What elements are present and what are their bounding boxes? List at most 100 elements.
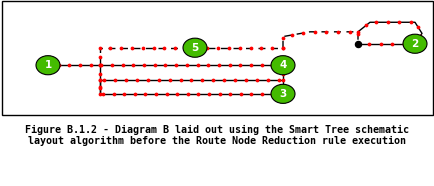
Point (322, 30, 329, 33)
Point (215, 64, 222, 67)
Point (279, 92, 286, 95)
Point (253, 78, 260, 81)
Point (226, 92, 233, 95)
Point (110, 92, 117, 95)
Point (182, 46, 189, 49)
Point (268, 46, 275, 49)
Point (411, 42, 418, 45)
Point (334, 30, 341, 33)
Point (279, 64, 286, 67)
Point (96, 86, 103, 89)
Point (354, 33, 361, 36)
Point (242, 78, 249, 81)
Point (108, 64, 115, 67)
Point (96, 78, 103, 81)
Point (231, 78, 238, 81)
Point (362, 24, 369, 27)
Point (99, 92, 106, 95)
Point (264, 78, 271, 81)
Point (96, 72, 103, 75)
Point (161, 46, 168, 49)
Point (139, 46, 146, 49)
Point (279, 37, 286, 40)
Text: 3: 3 (279, 89, 286, 99)
Point (365, 42, 372, 45)
Point (130, 64, 137, 67)
Point (416, 34, 423, 37)
Point (279, 85, 286, 88)
Circle shape (36, 56, 60, 75)
Point (311, 30, 318, 33)
Point (183, 64, 190, 67)
Point (166, 78, 173, 81)
Point (376, 42, 383, 45)
Point (177, 78, 184, 81)
Text: 5: 5 (191, 43, 198, 53)
Point (96, 64, 103, 67)
Point (388, 42, 395, 45)
Point (268, 92, 275, 95)
Point (171, 46, 178, 49)
Point (214, 46, 221, 49)
Point (100, 78, 107, 81)
Point (140, 64, 147, 67)
Point (395, 21, 402, 24)
Point (299, 31, 306, 34)
Point (194, 92, 201, 95)
Point (187, 78, 194, 81)
Text: 2: 2 (411, 39, 418, 49)
Point (236, 46, 243, 49)
Text: 1: 1 (44, 60, 52, 70)
Point (150, 46, 157, 49)
Point (411, 42, 418, 45)
Point (198, 78, 205, 81)
Point (225, 46, 232, 49)
Point (44, 64, 51, 67)
Circle shape (270, 84, 294, 103)
Point (141, 92, 148, 95)
Point (98, 64, 105, 67)
Circle shape (402, 34, 426, 53)
Point (122, 78, 129, 81)
Point (144, 78, 151, 81)
Point (121, 92, 128, 95)
Point (87, 64, 94, 67)
Point (236, 64, 243, 67)
Point (247, 64, 254, 67)
Circle shape (270, 56, 294, 75)
Point (257, 46, 264, 49)
Point (414, 26, 421, 29)
Point (163, 92, 170, 95)
Point (184, 92, 191, 95)
Text: Figure B.1.2 - Diagram B laid out using the Smart Tree schematic
layout algorith: Figure B.1.2 - Diagram B laid out using … (26, 125, 408, 146)
Point (279, 46, 286, 49)
Point (354, 42, 361, 45)
Point (204, 46, 210, 49)
Point (133, 78, 140, 81)
Point (354, 42, 361, 45)
Point (247, 46, 253, 49)
Point (111, 78, 118, 81)
Point (96, 55, 103, 58)
Point (172, 64, 179, 67)
Point (399, 42, 406, 45)
Point (173, 92, 180, 95)
Point (288, 33, 295, 36)
Point (193, 46, 200, 49)
Point (406, 21, 413, 24)
Point (151, 64, 158, 67)
Point (247, 92, 254, 95)
Point (279, 78, 286, 81)
Point (354, 42, 361, 45)
Point (152, 92, 159, 95)
Point (66, 64, 72, 67)
Point (279, 92, 286, 95)
Point (118, 46, 125, 49)
Point (76, 64, 83, 67)
Point (279, 72, 286, 75)
Point (383, 21, 390, 24)
Point (119, 64, 126, 67)
Point (96, 46, 103, 49)
Text: 4: 4 (279, 60, 286, 70)
Point (275, 78, 282, 81)
